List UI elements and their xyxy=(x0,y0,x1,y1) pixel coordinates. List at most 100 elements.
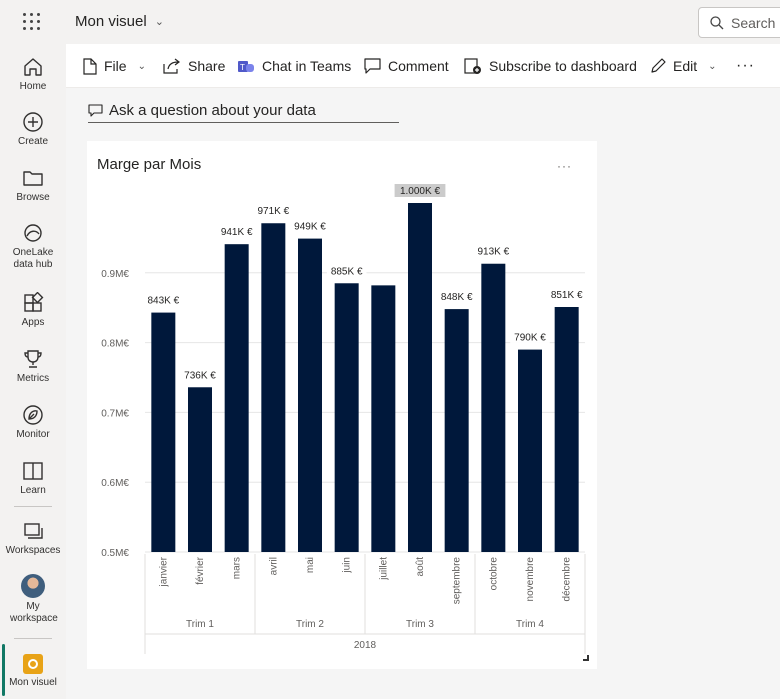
x-category-label: mai xyxy=(305,557,316,573)
pencil-icon xyxy=(651,58,666,73)
nav-home-label: Home xyxy=(19,81,47,92)
x-category-label: novembre xyxy=(525,557,536,602)
bar xyxy=(261,223,286,552)
year-label: 2018 xyxy=(354,640,377,651)
file-label: File xyxy=(104,58,127,74)
data-label-bg xyxy=(216,225,257,239)
nav-my-workspace-label: My workspace xyxy=(10,601,58,624)
nav-monitor-label: Monitor xyxy=(16,429,50,440)
data-label-bg xyxy=(436,290,477,304)
nav-mon-visuel-label: Mon visuel xyxy=(9,677,57,688)
left-nav-rail: Home Create Browse OneLake data hub Apps… xyxy=(0,44,66,699)
report-title-menu[interactable]: Mon visuel ⌄ xyxy=(75,13,164,30)
y-tick-label: 0.6M€ xyxy=(101,478,129,489)
workspaces-icon xyxy=(24,523,43,539)
data-label: 941K € xyxy=(221,227,253,238)
data-label: 971K € xyxy=(257,206,289,217)
quarter-label: Trim 2 xyxy=(296,619,324,630)
file-menu-button[interactable]: File ⌄ xyxy=(83,56,146,76)
nav-workspaces[interactable]: Workspaces xyxy=(0,520,66,557)
data-label: 1.000K € xyxy=(400,186,440,197)
quarter-label: Trim 3 xyxy=(406,619,434,630)
file-icon xyxy=(83,57,97,75)
share-label: Share xyxy=(188,58,226,74)
nav-metrics-label: Metrics xyxy=(16,373,50,384)
app-launcher-icon[interactable] xyxy=(23,13,41,31)
svg-text:T: T xyxy=(240,63,245,72)
avatar xyxy=(21,574,45,598)
chevron-down-icon: ⌄ xyxy=(708,60,717,72)
x-category-label: avril xyxy=(268,557,279,575)
more-options-icon: ··· xyxy=(736,57,755,74)
data-label: 851K € xyxy=(551,290,583,301)
x-category-label: décembre xyxy=(562,557,573,602)
comment-label: Comment xyxy=(388,58,449,74)
y-tick-label: 0.5M€ xyxy=(101,548,129,559)
x-category-label: septembre xyxy=(452,557,463,605)
nav-learn[interactable]: Learn xyxy=(0,460,66,497)
search-icon xyxy=(710,15,724,29)
bar xyxy=(554,307,579,552)
visual-more-options-icon[interactable]: ··· xyxy=(557,159,572,173)
subscribe-label: Subscribe to dashboard xyxy=(489,58,637,74)
data-label-bg xyxy=(510,330,550,344)
chat-in-teams-button[interactable]: T Chat in Teams xyxy=(237,56,351,76)
nav-learn-label: Learn xyxy=(20,485,46,496)
rail-divider xyxy=(14,638,52,639)
data-label: 913K € xyxy=(477,247,509,258)
bar xyxy=(481,263,506,552)
share-icon xyxy=(163,58,180,74)
qa-input[interactable]: Ask a question about your data xyxy=(88,99,399,123)
bar-chart: 0.5M€ 0.6M€ 0.7M€ 0.8M€ 0.9M€ 843K € janvier 73… xyxy=(101,184,587,654)
nav-metrics[interactable]: Metrics xyxy=(0,348,66,385)
resize-handle[interactable] xyxy=(583,655,589,661)
data-label: 736K € xyxy=(184,370,216,381)
x-category-label: août xyxy=(415,557,426,577)
nav-my-workspace[interactable]: My workspace xyxy=(0,574,66,625)
teams-icon: T xyxy=(238,60,254,72)
data-label: 848K € xyxy=(441,292,473,303)
bar xyxy=(444,309,469,552)
data-label: 949K € xyxy=(294,222,326,233)
bar xyxy=(298,238,322,552)
x-category-label: octobre xyxy=(488,557,499,591)
subscribe-button[interactable]: Subscribe to dashboard xyxy=(464,56,637,76)
nav-browse-label: Browse xyxy=(16,192,50,203)
comment-button[interactable]: Comment xyxy=(364,56,449,76)
edit-menu-button[interactable]: Edit ⌄ xyxy=(650,56,717,76)
more-options-button[interactable]: ··· xyxy=(736,56,755,76)
nav-apps[interactable]: Apps xyxy=(0,292,66,329)
bar xyxy=(188,387,212,552)
share-button[interactable]: Share xyxy=(163,56,225,76)
search-box[interactable]: Search xyxy=(698,7,780,38)
data-label: 790K € xyxy=(514,333,546,344)
speech-bubble-icon xyxy=(88,103,103,117)
nav-monitor[interactable]: Monitor xyxy=(0,404,66,441)
qa-placeholder: Ask a question about your data xyxy=(109,102,316,119)
apps-icon xyxy=(24,292,44,312)
nav-onelake[interactable]: OneLake data hub xyxy=(0,222,66,271)
x-category-label: janvier xyxy=(158,556,169,587)
chart-title: Marge par Mois xyxy=(97,156,202,173)
top-bar: Mon visuel ⌄ Search xyxy=(0,0,780,44)
data-label: 885K € xyxy=(331,266,363,277)
action-toolbar: File ⌄ Share T Chat in Teams Comment Sub… xyxy=(66,44,780,88)
visual-card[interactable]: Marge par Mois ··· 0.5M€ 0.6M€ 0.7M€ 0.8M€ 0… xyxy=(87,141,597,669)
bar xyxy=(518,349,542,552)
chevron-down-icon: ⌄ xyxy=(154,16,164,28)
quarter-label: Trim 1 xyxy=(186,619,214,630)
subscribe-icon xyxy=(464,57,481,74)
data-label-bg xyxy=(253,204,294,218)
y-tick-label: 0.9M€ xyxy=(101,269,129,280)
nav-create[interactable]: Create xyxy=(0,111,66,148)
nav-browse[interactable]: Browse xyxy=(0,167,66,204)
report-icon xyxy=(23,654,43,674)
search-placeholder: Search xyxy=(731,14,776,31)
plus-circle-icon xyxy=(23,112,43,132)
nav-home[interactable]: Home xyxy=(0,56,66,93)
trophy-icon xyxy=(24,350,42,368)
nav-mon-visuel[interactable]: Mon visuel xyxy=(0,654,66,689)
chat-in-teams-label: Chat in Teams xyxy=(262,58,352,74)
bar xyxy=(408,203,432,552)
main-area: File ⌄ Share T Chat in Teams Comment Sub… xyxy=(66,44,780,699)
